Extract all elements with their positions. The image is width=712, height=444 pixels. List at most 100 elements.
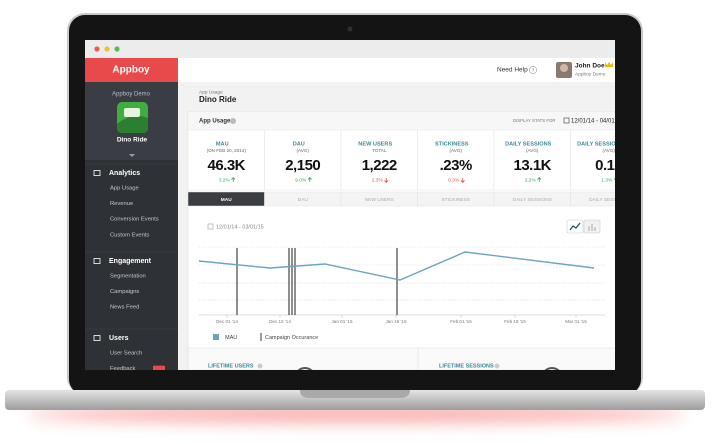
app-icon-hill (117, 116, 148, 133)
metric-arrow (537, 177, 542, 182)
nav-item[interactable]: Conversion Events (110, 217, 159, 223)
nav-section[interactable]: Analytics (109, 170, 140, 177)
metric-change: 0.3% (448, 177, 460, 183)
legend-label: Campaign Occurance (265, 335, 318, 341)
nav-icon (93, 170, 101, 176)
nav-item[interactable]: News Feed (110, 305, 139, 311)
metric-value: 1,222 (362, 157, 397, 174)
nav-badge (153, 365, 165, 370)
tab[interactable] (570, 191, 648, 207)
line-toggle[interactable] (566, 219, 584, 234)
nav-icon (93, 258, 101, 264)
tab-label[interactable]: DAILY SESSIONS (513, 197, 552, 203)
help-link[interactable]: Need Help (497, 67, 528, 74)
browser-bar (85, 40, 615, 58)
app-icon-car (124, 108, 140, 117)
metric-arrow (231, 177, 236, 182)
nav-section[interactable]: Engagement (109, 258, 152, 265)
metric-sub: TOTAL (372, 148, 387, 153)
camera (347, 26, 353, 32)
tab-label[interactable]: STICKINESS (441, 197, 470, 203)
metric-label: DAILY SESSIONS (505, 141, 552, 147)
tab-label[interactable]: MAU (221, 197, 232, 203)
mau-line (198, 251, 595, 281)
nav-item[interactable]: Feedback (110, 366, 136, 372)
legend-swatch-mau (213, 334, 219, 340)
tab-label[interactable]: NEW USERS (365, 197, 394, 203)
panel-help[interactable] (230, 118, 236, 124)
metric-change: 1.3% (601, 177, 613, 183)
legend-label: MAU (225, 335, 237, 341)
nav-item[interactable]: Segmentation (110, 274, 146, 280)
metric-label: DAU (293, 141, 305, 147)
page-title: Dino Ride (199, 95, 237, 104)
gauge (544, 367, 560, 370)
metric-arrow (613, 177, 615, 180)
metric-sub: (ON FEB 20, 2014) (207, 148, 247, 153)
help-dot[interactable] (494, 363, 500, 369)
window-min[interactable] (104, 46, 110, 52)
panel-date[interactable]: 12/01/14 - 04/01/ (571, 119, 617, 125)
metric-label: STICKINESS (435, 141, 469, 147)
metric-card[interactable] (187, 129, 265, 191)
nav-item[interactable]: App Usage (110, 186, 139, 192)
app-name: Dino Ride (117, 137, 148, 144)
metric-card[interactable] (570, 129, 648, 191)
nav-section[interactable]: Users (109, 335, 129, 342)
user-name[interactable]: John Doe (575, 63, 605, 70)
metric-arrow (384, 178, 389, 183)
nav-item[interactable]: Custom Events (110, 232, 149, 238)
window-close[interactable] (94, 46, 100, 52)
avatar-face (560, 64, 568, 72)
top-bar (178, 58, 615, 82)
campaign-markers (236, 248, 398, 315)
nav-item[interactable]: Campaigns (110, 289, 139, 295)
bar-toggle-icon (588, 224, 596, 231)
x-tick-label: Feb 15 '15 (504, 319, 526, 324)
x-tick-label: Feb 01 '15 (450, 319, 472, 324)
metric-card[interactable] (264, 129, 342, 191)
bottom-row (187, 347, 615, 370)
display-label: DISPLAY STATS FOR (513, 118, 555, 123)
help-dot[interactable] (257, 363, 263, 369)
metric-change: 2.3% (372, 177, 384, 183)
metric-change: 2.2% (525, 177, 537, 183)
x-tick-label: Dec 01 '14 (216, 319, 238, 324)
user-company: Appboy Demo (575, 71, 606, 77)
laptop-base (5, 390, 705, 410)
help-icon[interactable]: ? (532, 67, 535, 72)
nav-item[interactable]: User Search (110, 351, 142, 357)
brand-bar (85, 58, 178, 82)
tab-label[interactable]: DAILY SESSIONS (589, 197, 628, 203)
panel-title: App Usage (199, 119, 231, 125)
metric-sub: (AVG) (297, 148, 310, 153)
base-notch (300, 390, 410, 398)
chart-date[interactable]: 12/01/14 - 03/01/15 (216, 224, 264, 230)
panel-header (188, 112, 615, 130)
x-tick-label: Jan 15 '15 (385, 319, 407, 324)
metric-label: NEW USERS (358, 141, 392, 147)
metric-card[interactable] (417, 129, 495, 191)
metric-value: 0.12 (595, 157, 622, 174)
metric-label: DAILY SESSIONS PE (577, 141, 633, 147)
nav-icon (93, 335, 101, 341)
chevron[interactable] (129, 154, 135, 157)
metric-sub: (AVG) (603, 148, 616, 153)
help-icon-ring (529, 66, 537, 74)
metric-change: 9.0% (295, 177, 307, 183)
metric-value: 2,150 (285, 157, 320, 174)
tab-label[interactable]: DAU (298, 197, 309, 203)
screen: Appboy Appboy Demo Dino Ride Analytics Ap… (85, 40, 648, 372)
x-tick-label: Mar 01 '15 (565, 319, 587, 324)
metric-label: MAU (216, 141, 229, 147)
metric-value: 13.1K (513, 157, 551, 174)
brand[interactable]: Appboy (112, 65, 150, 76)
metric-arrow (307, 177, 312, 182)
metric-card[interactable] (340, 129, 418, 191)
nav-item[interactable]: Revenue (110, 201, 133, 207)
line-toggle-icon (569, 222, 581, 231)
metric-card[interactable] (493, 129, 571, 191)
window-max[interactable] (114, 46, 120, 52)
chart-calendar-icon (207, 223, 214, 230)
